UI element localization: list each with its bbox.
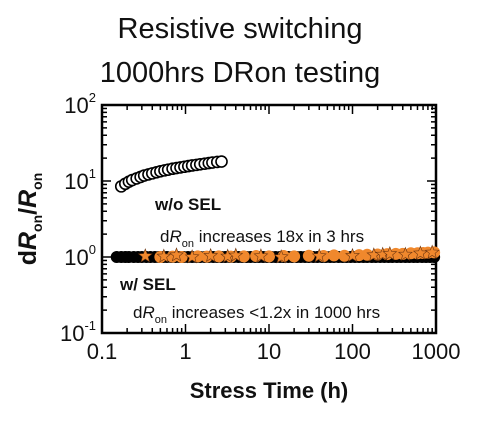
data-point-star <box>382 246 398 261</box>
ann1-r: R <box>169 227 181 246</box>
data-point-filled-circle <box>288 250 301 263</box>
x-axis-label: Stress Time (h) <box>190 378 349 403</box>
ann2-r: R <box>142 303 154 322</box>
ylab-r1: R <box>14 232 42 250</box>
data-point-star <box>253 248 269 263</box>
y-tick-exp: -1 <box>84 318 96 333</box>
ann2-rest: increases <1.2x in 1000 hrs <box>167 303 380 322</box>
ylab-r2: R <box>14 190 42 208</box>
y-tick-exp: 1 <box>89 166 96 181</box>
data-point-star <box>412 245 428 260</box>
x-tick-label: 1 <box>179 339 191 364</box>
data-point-star <box>184 249 200 264</box>
ann1-sub: on <box>182 238 194 250</box>
data-point-star <box>203 247 219 263</box>
ylab-slash: / <box>14 208 42 215</box>
data-point-filled-circle <box>263 250 275 263</box>
y-tick-label: 101 <box>64 166 96 194</box>
data-point-star <box>311 248 327 263</box>
ylab-sub2: on <box>29 173 45 190</box>
x-tick-label: 100 <box>334 339 371 364</box>
data-point-filled-circle <box>327 249 340 262</box>
y-tick-label: 10-1 <box>60 318 96 346</box>
annotation-wo-sel-label: w/o SEL <box>154 195 221 214</box>
y-tick-label: 102 <box>64 90 96 118</box>
data-point-star <box>397 246 413 261</box>
y-tick-exp: 0 <box>89 242 96 257</box>
data-point-open-circle <box>215 155 228 168</box>
data-point-star <box>137 248 153 263</box>
annotation-w-sel-label: w/ SEL <box>119 275 176 294</box>
x-tick-label: 10 <box>257 339 281 364</box>
data-point-star <box>156 248 172 263</box>
data-point-filled-circle <box>237 250 250 263</box>
data-point-filled-circle <box>302 249 315 262</box>
data-point-filled-circle <box>212 250 225 263</box>
plot-frame <box>100 103 438 335</box>
ann1-rest: increases 18x in 3 hrs <box>194 227 364 246</box>
data-point-star <box>228 247 244 262</box>
y-tick-exp: 2 <box>89 90 96 105</box>
ylab-sub1: on <box>29 215 45 232</box>
data-point-star <box>273 249 289 264</box>
ann2-sub: on <box>155 314 167 326</box>
ann2-d: d <box>133 303 142 322</box>
y-tick-base: 10 <box>60 321 84 346</box>
ylab-d: d <box>14 250 42 265</box>
y-tick-base: 10 <box>64 169 88 194</box>
chart-title-line2: 1000hrs DRon testing <box>99 57 381 89</box>
data-point-star <box>169 247 184 262</box>
y-axis-label: dRon/Ron <box>14 173 45 266</box>
data-marks <box>110 155 441 264</box>
chart-title-line1: Resistive switching <box>117 13 363 45</box>
data-point-star <box>345 247 360 263</box>
ann1-d: d <box>160 227 169 246</box>
y-tick-label: 100 <box>64 242 96 270</box>
annotation-wo-sel-text: dRon increases 18x in 3 hrs <box>160 227 364 250</box>
y-tick-base: 10 <box>64 245 88 270</box>
annotation-w-sel-text: dRon increases <1.2x in 1000 hrs <box>133 303 380 326</box>
data-point-star <box>424 244 440 259</box>
x-tick-label: 1000 <box>412 339 461 364</box>
y-tick-base: 10 <box>64 93 88 118</box>
x-tick-label: 0.1 <box>87 339 118 364</box>
